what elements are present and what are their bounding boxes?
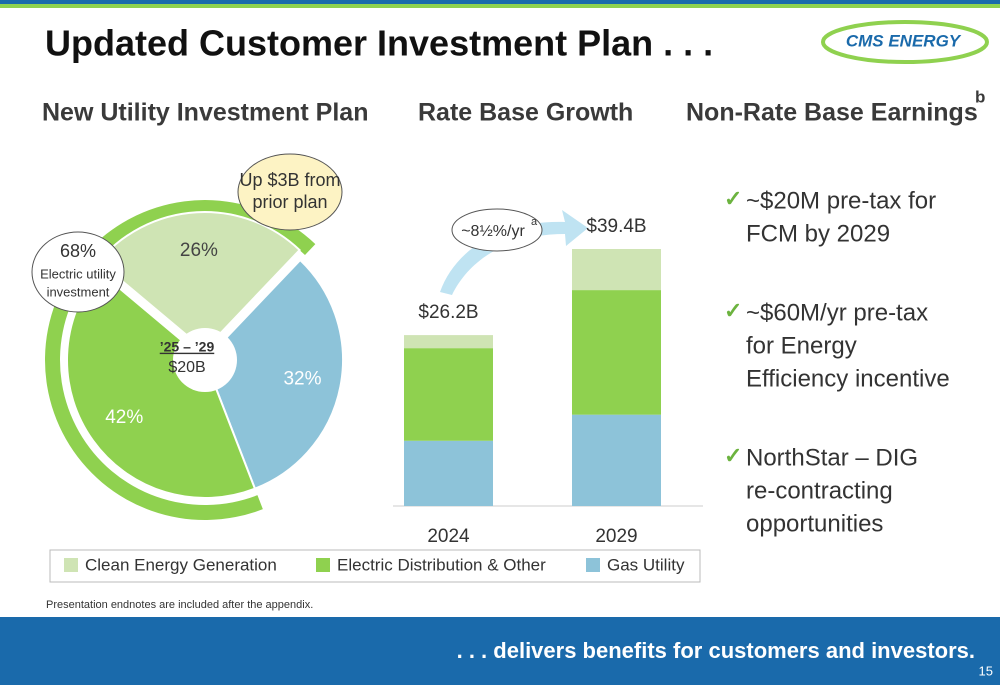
growth-superscript: a: [531, 216, 538, 228]
logo-swoosh: [821, 20, 989, 64]
bar-segment: [572, 290, 661, 415]
x-tick-label: 2024: [427, 526, 470, 547]
bullet-text: re-contracting: [746, 477, 893, 504]
outer-ring: [45, 200, 316, 520]
page-number: 15: [979, 663, 993, 678]
bullet-text: for Energy: [746, 332, 857, 359]
callout-label: prior plan: [252, 192, 327, 212]
bullet-text: FCM by 2029: [746, 220, 890, 247]
top-stripe: [0, 4, 1000, 8]
bar-chart: $26.2B 2024 $39.4B 2029 ~8½%/yr a: [393, 208, 703, 547]
slice-label: 26%: [180, 240, 218, 261]
growth-label: ~8½%/yr: [461, 223, 525, 240]
bullet-text: ~$20M pre-tax for: [746, 187, 936, 214]
bullet-text: opportunities: [746, 510, 883, 537]
legend-swatch: [316, 558, 330, 572]
legend-label: Clean Energy Generation: [85, 555, 277, 574]
period-label: ’25 – ’29: [160, 339, 215, 355]
legend-swatch: [586, 558, 600, 572]
growth-bubble: [451, 208, 543, 252]
logo: CMS ENERGY: [846, 31, 962, 50]
total-label: $20B: [168, 359, 205, 376]
legend-label: Electric Distribution & Other: [337, 555, 546, 574]
legend-label: Gas Utility: [607, 555, 685, 574]
section-title: New Utility Investment Plan: [42, 99, 368, 127]
slice-label: 42%: [105, 407, 143, 428]
callout-label: 68%: [60, 241, 96, 261]
top-stripe: [0, 0, 1000, 4]
growth-arrow: [440, 210, 588, 295]
superscript: b: [975, 87, 985, 106]
callout-bubble: [31, 231, 125, 313]
check-mark: ✓: [724, 298, 742, 323]
center-circle: [173, 328, 237, 392]
bullet-text: ~$60M/yr pre-tax: [746, 299, 928, 326]
footer-tagline: . . . delivers benefits for customers an…: [457, 638, 975, 663]
bar-segment: [404, 348, 493, 441]
pie-chart: 26% 32% 42% ’25 – ’29 $20B 68% Electric utilit…: [31, 153, 344, 520]
x-tick-label: 2029: [595, 526, 637, 547]
footer-band: [0, 617, 1000, 685]
legend: Clean Energy Generation Electric Distribu…: [64, 555, 685, 574]
section-title: Rate Base Growth: [418, 99, 633, 127]
total-label: $39.4B: [586, 216, 646, 237]
bar-segment: [404, 335, 493, 349]
legend-swatch: [64, 558, 78, 572]
bullet-text: Efficiency incentive: [746, 365, 950, 392]
footnote: Presentation endnotes are included after…: [46, 599, 313, 611]
check-mark: ✓: [724, 443, 742, 468]
callout-label: Electric utility: [40, 266, 116, 281]
callout-bubble: [237, 153, 343, 231]
bullet-text: NorthStar – DIG: [746, 444, 918, 471]
slice-label: 32%: [283, 368, 321, 389]
check-mark: ✓: [724, 186, 742, 211]
pie-slice: [97, 211, 302, 352]
title: Updated Customer Investment Plan . . .: [45, 23, 713, 64]
pie-slice: [203, 258, 344, 490]
pie-slice: [66, 269, 257, 499]
callout-label: Up $3B from: [239, 170, 340, 190]
bar-segment: [572, 249, 661, 291]
bar-segment: [572, 414, 661, 506]
section-title: Non-Rate Base Earnings: [686, 99, 978, 127]
bar-segment: [404, 440, 493, 506]
total-label: $26.2B: [418, 302, 478, 323]
callout-label: investment: [47, 284, 110, 299]
